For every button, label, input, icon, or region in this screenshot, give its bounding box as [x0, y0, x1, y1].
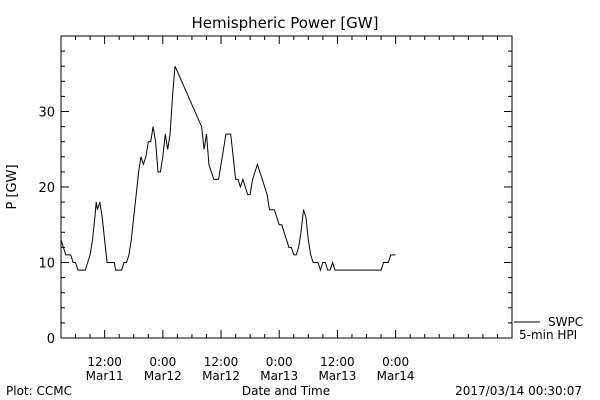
x-tick-label-date: Mar12 — [202, 369, 240, 383]
y-tick-label: 30 — [38, 106, 55, 121]
plot-timestamp: 2017/03/14 00:30:07 — [455, 384, 582, 398]
x-tick-label-time: 12:00 — [204, 355, 239, 369]
y-tick-label: 0 — [47, 332, 55, 347]
legend: SWPC 5-min HPI — [514, 315, 583, 342]
legend-label-line2: 5-min HPI — [519, 328, 577, 342]
x-axis-label: Date and Time — [242, 384, 330, 398]
legend-label-line1: SWPC — [548, 315, 583, 329]
x-tick-label-time: 0:00 — [382, 355, 409, 369]
y-tick-label: 20 — [38, 181, 55, 196]
x-axis: 12:00Mar110:00Mar1212:00Mar120:00Mar1312… — [60, 36, 513, 383]
x-tick-label-time: 12:00 — [87, 355, 122, 369]
series-group — [60, 65, 396, 272]
series-line — [60, 65, 396, 272]
x-tick-label-date: Mar11 — [86, 369, 124, 383]
plot-frame — [60, 35, 513, 339]
x-tick-label-date: Mar14 — [377, 369, 415, 383]
x-tick-label-time: 0:00 — [149, 355, 176, 369]
x-tick-label-date: Mar12 — [144, 369, 182, 383]
y-axis-label: P [GW] — [5, 164, 20, 209]
x-tick-label-date: Mar13 — [318, 369, 356, 383]
chart-title: Hemispheric Power [GW] — [192, 14, 379, 32]
x-tick-label-time: 12:00 — [320, 355, 355, 369]
y-axis: 0 10 20 30 — [38, 35, 512, 347]
y-tick-label: 10 — [38, 257, 55, 272]
x-tick-label-time: 0:00 — [266, 355, 293, 369]
x-tick-label-date: Mar13 — [260, 369, 298, 383]
plot-credit: Plot: CCMC — [6, 384, 72, 398]
